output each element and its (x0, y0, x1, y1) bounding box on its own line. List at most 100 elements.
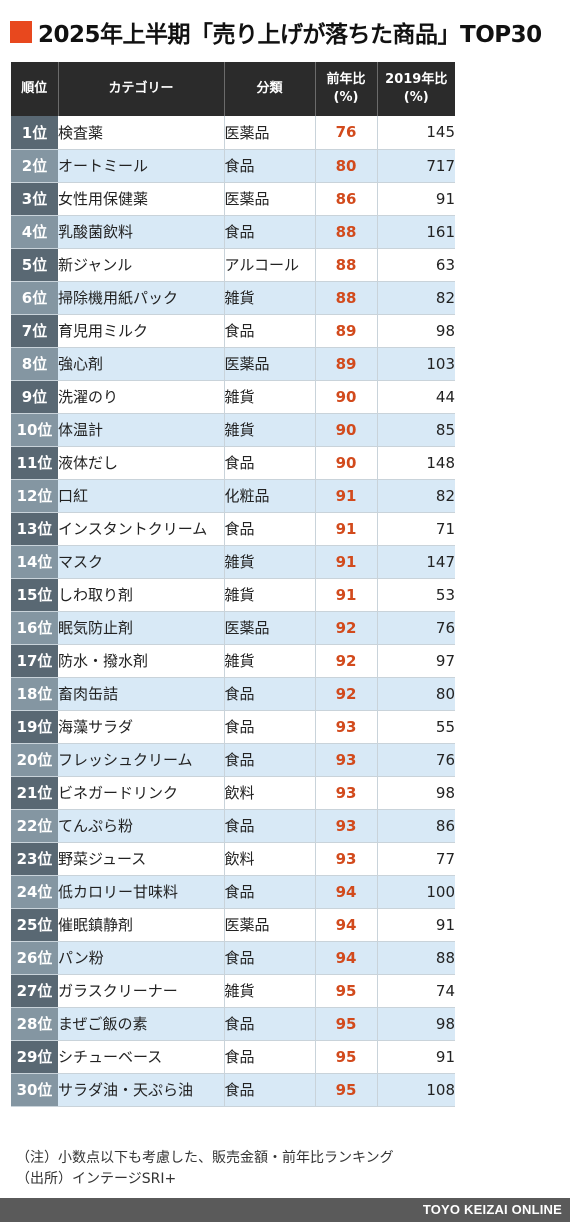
category-cell: 口紅 (58, 479, 225, 513)
footer-brand: TOYO KEIZAI ONLINE (422, 1202, 562, 1217)
yoy-cell: 90 (315, 446, 378, 480)
header-rank: 順位 (11, 62, 59, 116)
rank-cell: 13位 (11, 512, 58, 546)
category-cell: オートミール (58, 149, 225, 183)
category-cell: パン粉 (58, 941, 225, 975)
rank-cell: 28位 (11, 1007, 58, 1041)
yoy-cell: 93 (315, 743, 378, 777)
yoy-cell: 93 (315, 842, 378, 876)
vs2019-cell: 76 (377, 743, 455, 777)
vs2019-cell: 82 (377, 281, 455, 315)
classification-cell: 雑貨 (224, 380, 316, 414)
classification-cell: アルコール (224, 248, 316, 282)
header-category: カテゴリー (58, 62, 225, 116)
vs2019-cell: 82 (377, 479, 455, 513)
yoy-cell: 91 (315, 578, 378, 612)
rank-cell: 1位 (11, 116, 58, 150)
rank-cell: 29位 (11, 1040, 58, 1074)
classification-cell: 食品 (224, 941, 316, 975)
yoy-cell: 88 (315, 248, 378, 282)
rank-cell: 26位 (11, 941, 58, 975)
yoy-cell: 94 (315, 875, 378, 909)
table-row: 17位 防水・撥水剤 雑貨 92 97 (11, 644, 455, 678)
classification-cell: 雑貨 (224, 413, 316, 447)
classification-cell: 雑貨 (224, 974, 316, 1008)
category-cell: 強心剤 (58, 347, 225, 381)
table-row: 21位 ビネガードリンク 飲料 93 98 (11, 776, 455, 810)
yoy-cell: 89 (315, 314, 378, 348)
table-body: 1位 検査薬 医薬品 76 145 2位 オートミール 食品 80 717 3位 女性用保健薬 医薬品 8… (11, 116, 455, 1107)
rank-cell: 7位 (11, 314, 58, 348)
rank-cell: 23位 (11, 842, 58, 876)
rank-cell: 2位 (11, 149, 58, 183)
vs2019-cell: 74 (377, 974, 455, 1008)
vs2019-cell: 98 (377, 776, 455, 810)
category-cell: 検査薬 (58, 116, 225, 150)
category-cell: 体温計 (58, 413, 225, 447)
header-vs2019: 2019年比 (%) (377, 62, 455, 116)
classification-cell: 食品 (224, 215, 316, 249)
classification-cell: 化粧品 (224, 479, 316, 513)
classification-cell: 食品 (224, 1040, 316, 1074)
table-row: 8位 強心剤 医薬品 89 103 (11, 347, 455, 381)
category-cell: てんぷら粉 (58, 809, 225, 843)
vs2019-cell: 98 (377, 1007, 455, 1041)
header-vs2019-unit: (%) (403, 90, 429, 105)
rank-cell: 21位 (11, 776, 58, 810)
yoy-cell: 88 (315, 215, 378, 249)
table-row: 9位 洗濯のり 雑貨 90 44 (11, 380, 455, 414)
page-title: 2025年上半期「売り上げが落ちた商品」TOP30 (38, 22, 542, 48)
vs2019-cell: 91 (377, 182, 455, 216)
vs2019-cell: 53 (377, 578, 455, 612)
notes: （注）小数点以下も考慮した、販売金額・前年比ランキング （出所）インテージSRI… (16, 1148, 394, 1190)
yoy-cell: 90 (315, 413, 378, 447)
source-text: （出所）インテージSRI+ (16, 1171, 177, 1187)
rank-cell: 12位 (11, 479, 58, 513)
yoy-cell: 94 (315, 908, 378, 942)
vs2019-cell: 100 (377, 875, 455, 909)
rank-cell: 19位 (11, 710, 58, 744)
category-cell: マスク (58, 545, 225, 579)
vs2019-cell: 145 (377, 116, 455, 150)
vs2019-cell: 85 (377, 413, 455, 447)
rank-cell: 15位 (11, 578, 58, 612)
vs2019-cell: 161 (377, 215, 455, 249)
table-row: 18位 畜肉缶詰 食品 92 80 (11, 677, 455, 711)
yoy-cell: 91 (315, 545, 378, 579)
classification-cell: 食品 (224, 446, 316, 480)
yoy-cell: 91 (315, 479, 378, 513)
category-cell: 女性用保健薬 (58, 182, 225, 216)
table-row: 16位 眠気防止剤 医薬品 92 76 (11, 611, 455, 645)
yoy-cell: 88 (315, 281, 378, 315)
table-row: 5位 新ジャンル アルコール 88 63 (11, 248, 455, 282)
category-cell: サラダ油・天ぷら油 (58, 1073, 225, 1107)
rank-cell: 27位 (11, 974, 58, 1008)
yoy-cell: 92 (315, 677, 378, 711)
yoy-cell: 95 (315, 1040, 378, 1074)
classification-cell: 食品 (224, 314, 316, 348)
classification-cell: 雑貨 (224, 644, 316, 678)
table-row: 4位 乳酸菌飲料 食品 88 161 (11, 215, 455, 249)
vs2019-cell: 77 (377, 842, 455, 876)
classification-cell: 医薬品 (224, 611, 316, 645)
table-row: 29位 シチューベース 食品 95 91 (11, 1040, 455, 1074)
category-cell: 新ジャンル (58, 248, 225, 282)
table-row: 24位 低カロリー甘味料 食品 94 100 (11, 875, 455, 909)
table-row: 15位 しわ取り剤 雑貨 91 53 (11, 578, 455, 612)
yoy-cell: 80 (315, 149, 378, 183)
rank-cell: 16位 (11, 611, 58, 645)
yoy-cell: 95 (315, 1007, 378, 1041)
table-row: 12位 口紅 化粧品 91 82 (11, 479, 455, 513)
yoy-cell: 92 (315, 611, 378, 645)
yoy-cell: 95 (315, 974, 378, 1008)
rank-cell: 9位 (11, 380, 58, 414)
table-row: 23位 野菜ジュース 飲料 93 77 (11, 842, 455, 876)
classification-cell: 医薬品 (224, 908, 316, 942)
classification-cell: 食品 (224, 809, 316, 843)
yoy-cell: 90 (315, 380, 378, 414)
classification-cell: 食品 (224, 1073, 316, 1107)
vs2019-cell: 717 (377, 149, 455, 183)
title-row: 2025年上半期「売り上げが落ちた商品」TOP30 (10, 14, 542, 50)
table-row: 2位 オートミール 食品 80 717 (11, 149, 455, 183)
category-cell: まぜご飯の素 (58, 1007, 225, 1041)
